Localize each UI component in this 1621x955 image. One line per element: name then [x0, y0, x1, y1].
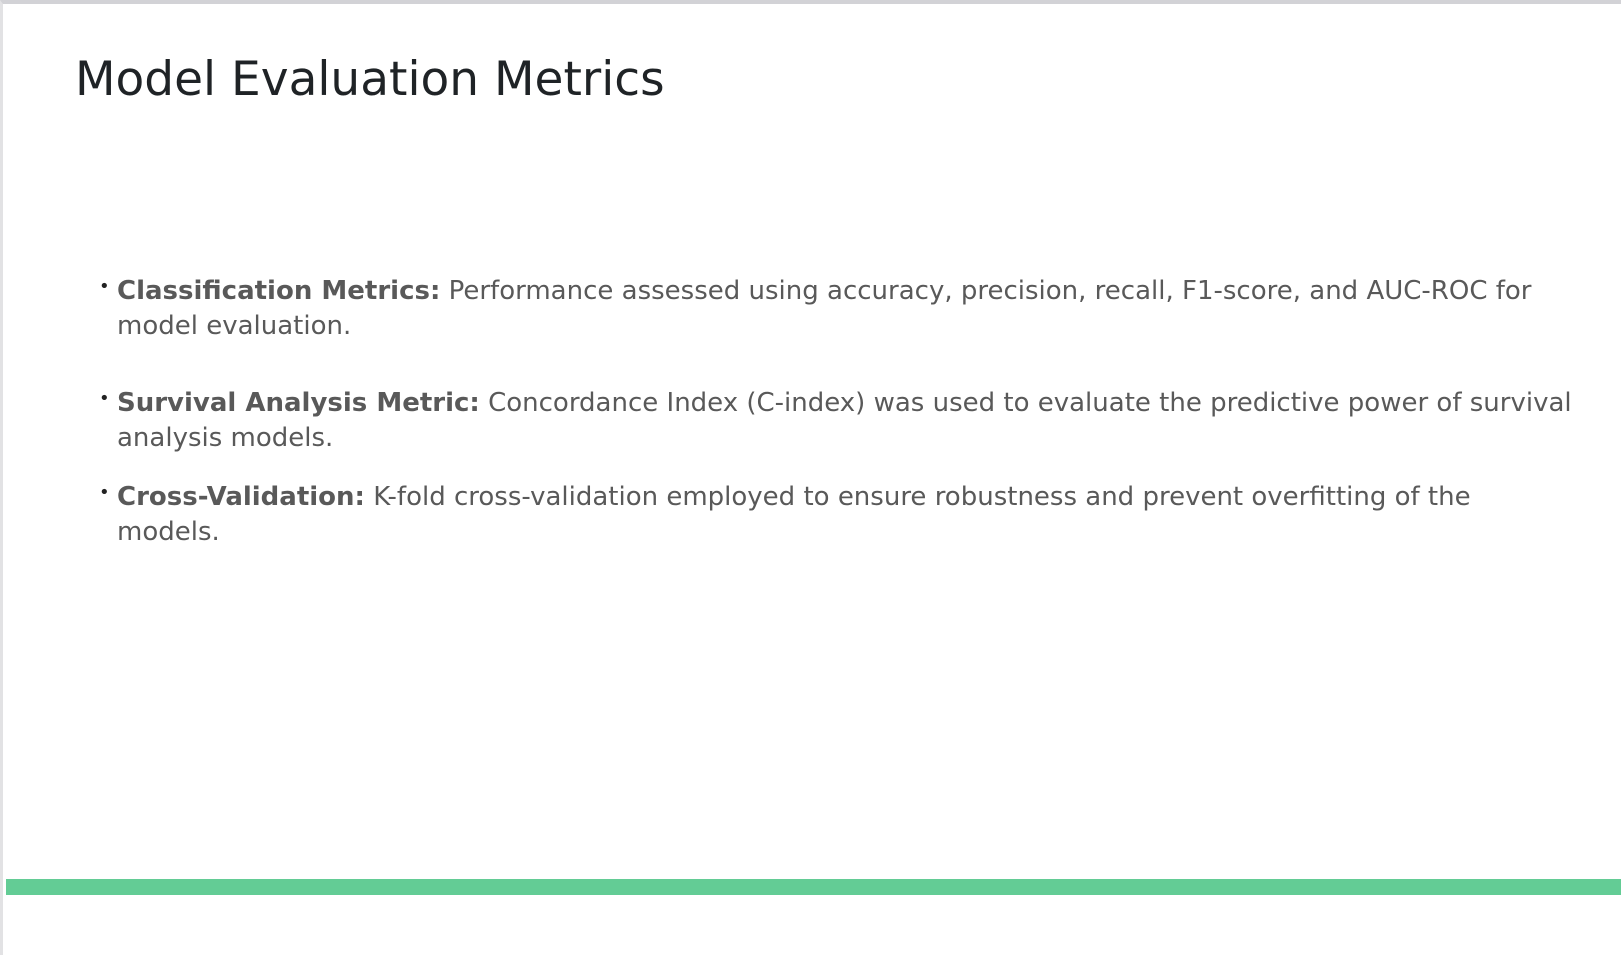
- bullet-term: Classification Metrics:: [117, 276, 441, 306]
- bullet-text: K-fold cross-validation employed to ensu…: [117, 482, 1471, 547]
- bullet-term: Cross-Validation:: [117, 482, 365, 512]
- footer-accent-bar: [6, 879, 1621, 895]
- bullet-item-cross-validation: • Cross-Validation: K-fold cross-validat…: [99, 480, 1579, 550]
- slide-title: Model Evaluation Metrics: [75, 52, 665, 107]
- bullet-text: Concordance Index (C-index) was used to …: [117, 388, 1572, 453]
- bullet-icon: •: [99, 388, 110, 409]
- bullet-item-classification-metrics: • Classification Metrics: Performance as…: [99, 274, 1579, 344]
- bullet-item-survival-analysis-metric: • Survival Analysis Metric: Concordance …: [99, 386, 1579, 456]
- bullet-list: • Classification Metrics: Performance as…: [99, 274, 1579, 550]
- bullet-text: Performance assessed using accuracy, pre…: [117, 276, 1532, 341]
- bullet-icon: •: [99, 276, 110, 297]
- bullet-term: Survival Analysis Metric:: [117, 388, 480, 418]
- bullet-icon: •: [99, 482, 110, 503]
